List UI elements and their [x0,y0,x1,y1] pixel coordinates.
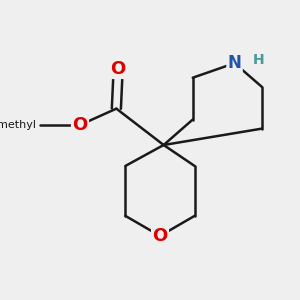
Text: O: O [111,60,126,78]
Text: N: N [228,54,242,72]
Text: O: O [72,116,88,134]
Text: O: O [152,227,168,245]
Text: methyl: methyl [0,120,36,130]
Text: H: H [253,52,264,67]
